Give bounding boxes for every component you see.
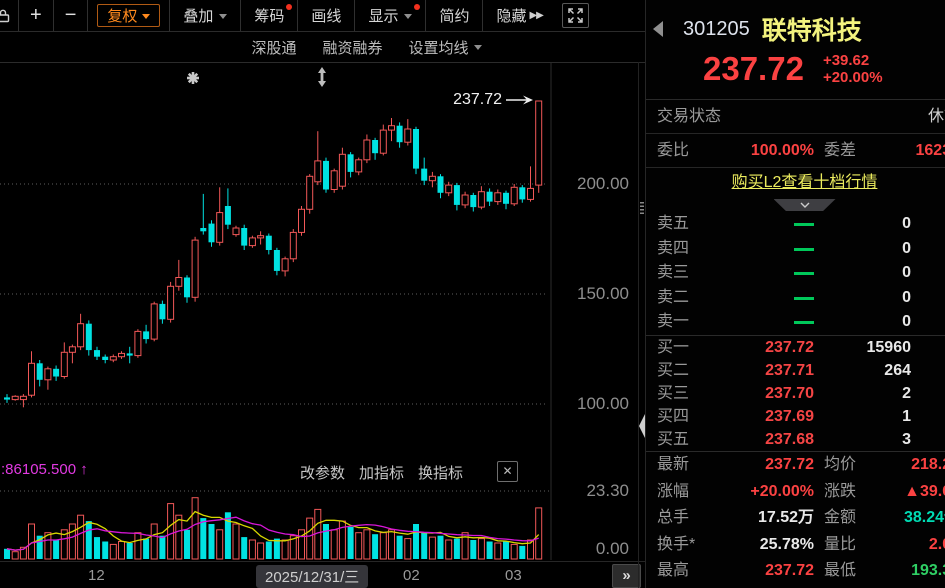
status-label: 交易状态 — [657, 108, 722, 125]
zoom-out-button[interactable]: − — [54, 0, 89, 31]
stat-row: 涨幅 +20.00% 涨跌 ▲39.62 — [657, 482, 945, 500]
up-arrow-icon: ↑ — [80, 461, 88, 478]
switch-indicator-button[interactable]: 换指标 — [418, 465, 464, 482]
sell-row[interactable]: 卖一 0 — [657, 313, 911, 330]
chart-canvas[interactable]: 200.00 150.00 100.00 23.30 0.00 237.72 :8610… — [0, 63, 645, 588]
lock-button[interactable] — [0, 0, 19, 31]
sell-row[interactable]: 卖三 0 — [657, 264, 911, 281]
chart-toolbar: + − 复权 叠加 筹码 画线 显示 — [0, 0, 645, 32]
buy-row[interactable]: 买五 237.68 3 — [657, 431, 911, 449]
empty-price-dash-icon — [794, 296, 814, 300]
price-axis-label: 200.00 — [577, 174, 629, 193]
arrow-right-icon — [506, 95, 533, 105]
back-arrow-icon[interactable] — [653, 21, 663, 37]
empty-price-dash-icon — [794, 321, 814, 324]
stat-row: 最高 237.72 最低 193.30 — [657, 562, 945, 580]
buy-orders: 买一 237.72 15960 买二 237.71 264 买三 237.70 … — [646, 336, 945, 452]
hide-button[interactable]: 隐藏 ▶▶ — [496, 8, 543, 25]
weibi-row: 委比 100.00% 委差 16230 — [646, 134, 945, 168]
buy-row[interactable]: 买二 237.71 264 — [657, 361, 911, 379]
ma-readout: :86105.500 ↑ — [1, 461, 88, 478]
chevron-down-icon — [142, 13, 151, 23]
volume-axis-label: 0.00 — [595, 539, 629, 558]
weibi-value: 100.00% — [750, 142, 814, 159]
chips-button[interactable]: 筹码 — [241, 0, 299, 31]
quote-panel: 301205 联特科技 237.72 +39.62 +20.00% 交易状态 休… — [645, 0, 945, 588]
stock-code: 301205 — [683, 17, 750, 40]
fullscreen-button[interactable] — [561, 3, 589, 28]
lock-icon — [0, 9, 10, 22]
last-price: 237.72 — [703, 50, 804, 87]
panel-splitter[interactable] — [638, 62, 646, 588]
adjust-mode-wrap: 复权 — [88, 0, 171, 31]
time-axis: 12 2025/12/31/三 02 03 » — [0, 561, 645, 588]
l2-promo-row: 购买L2查看十档行情 — [646, 168, 945, 199]
price-change-percent: +20.00% — [822, 69, 883, 86]
buy-row[interactable]: 买四 237.69 1 — [657, 408, 911, 426]
chart-panel: + − 复权 叠加 筹码 画线 显示 — [0, 0, 645, 588]
fullscreen-icon — [568, 8, 583, 23]
time-axis-label: 12 — [88, 567, 105, 584]
double-arrow-right-icon: ▶▶ — [529, 10, 543, 21]
price-change: +39.62 — [822, 52, 870, 69]
sell-row[interactable]: 卖四 0 — [657, 239, 911, 257]
time-axis-label: 02 — [403, 567, 420, 584]
sell-row[interactable]: 卖五 0 — [657, 215, 911, 232]
stat-row: 总手 17.52万 金额 38.24亿 — [657, 509, 945, 527]
buy-row[interactable]: 买一 237.72 15960 — [657, 338, 911, 356]
collapse-arrow-icon — [639, 414, 645, 438]
collapse-orderbook-tab[interactable] — [773, 199, 836, 211]
sell-orders: 卖五 0 卖四 0 卖三 0 卖二 0 卖一 0 — [646, 212, 945, 335]
shenzhen-connect-link[interactable]: 深股通 — [251, 39, 297, 57]
pan-right-button[interactable]: » — [612, 564, 641, 588]
time-axis-label: 03 — [505, 567, 522, 584]
volume-axis-label: 23.30 — [586, 481, 629, 500]
change-params-button[interactable]: 改参数 — [300, 465, 346, 482]
chart-sub-toolbar: 深股通 融资融券 设置均线 — [0, 32, 645, 63]
quote-header: 301205 联特科技 237.72 +39.62 +20.00% — [646, 0, 945, 100]
buy-row[interactable]: 买三 237.70 2 — [657, 384, 911, 402]
status-value: 休市 — [927, 108, 945, 125]
sell-row[interactable]: 卖二 0 — [657, 288, 911, 306]
stat-row: 换手* 25.78% 量比 2.06 — [657, 535, 945, 553]
margin-trading-link[interactable]: 融资融券 — [322, 39, 383, 57]
selected-date-label[interactable]: 2025/12/31/三 — [256, 565, 369, 588]
price-axis-label: 100.00 — [577, 394, 629, 413]
price-axis-label: 150.00 — [577, 284, 629, 303]
stat-row: 最新 237.72 均价 218.20 — [657, 456, 945, 474]
simple-mode-button[interactable]: 简约 — [426, 0, 484, 31]
notification-dot-icon — [286, 4, 293, 10]
last-price-annotation: 237.72 — [413, 91, 533, 109]
overlay-button[interactable]: 叠加 — [170, 0, 242, 31]
fuquan-button[interactable]: 复权 — [97, 4, 161, 27]
draw-line-button[interactable]: 画线 — [298, 0, 356, 31]
trading-status-row: 交易状态 休市 — [646, 100, 945, 134]
empty-price-dash-icon — [794, 223, 814, 226]
chevron-down-icon — [219, 13, 228, 23]
stats-grid: 最新 237.72 均价 218.20 涨幅 +20.00% 涨跌 ▲39.62… — [646, 452, 945, 588]
zoom-in-button[interactable]: + — [19, 0, 54, 31]
weicha-value: 16230 — [915, 142, 945, 159]
notification-dot-icon — [414, 4, 421, 10]
ma-settings-link[interactable]: 设置均线 — [409, 37, 482, 58]
buy-l2-link[interactable]: 购买L2查看十档行情 — [731, 174, 878, 191]
empty-price-dash-icon — [794, 247, 814, 251]
stock-name: 联特科技 — [761, 17, 862, 45]
close-indicator-button[interactable]: ✕ — [497, 461, 518, 482]
display-button[interactable]: 显示 — [355, 0, 427, 31]
candlestick-volume-chart — [0, 63, 552, 560]
chevron-down-icon — [473, 45, 482, 54]
chevron-down-icon — [800, 202, 809, 208]
grip-handle-icon — [640, 202, 644, 216]
chevron-down-icon — [404, 13, 413, 23]
empty-price-dash-icon — [794, 272, 814, 275]
indicator-bar: :86105.500 ↑ 改参数 加指标 换指标 ✕ — [0, 461, 548, 483]
add-indicator-button[interactable]: 加指标 — [359, 465, 405, 482]
